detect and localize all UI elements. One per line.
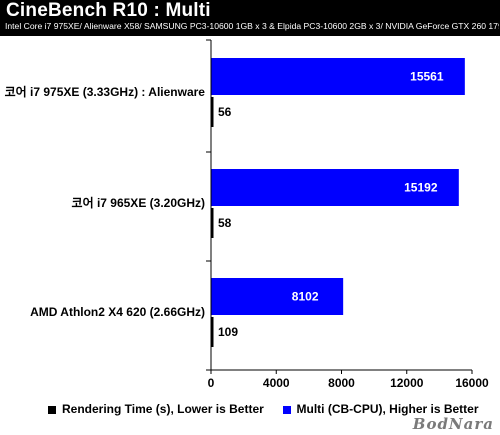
- legend-item-rendering: Rendering Time (s), Lower is Better: [48, 402, 264, 416]
- legend-label-rendering: Rendering Time (s), Lower is Better: [62, 401, 264, 416]
- chart-title: CineBench R10 : Multi: [6, 0, 211, 21]
- multi-bar: [211, 58, 465, 95]
- watermark-logo: BodNara: [412, 415, 494, 433]
- rendering-value-label: 56: [218, 105, 232, 119]
- multi-value-label: 15561: [410, 70, 444, 84]
- multi-value-label: 8102: [292, 290, 319, 304]
- rendering-bar: [211, 97, 214, 127]
- rendering-value-label: 58: [218, 216, 232, 230]
- chart-header: CineBench R10 : Multi Intel Core i7 975X…: [0, 0, 500, 36]
- category-label: 코어 i7 965XE (3.20GHz): [72, 195, 205, 210]
- rendering-bar: [211, 208, 214, 238]
- rendering-bar: [211, 317, 214, 347]
- chart-subtitle: Intel Core i7 975XE/ Alienware X58/ SAMS…: [5, 21, 499, 31]
- category-label: AMD Athlon2 X4 620 (2.66GHz): [30, 305, 205, 319]
- x-tick-label: 0: [208, 376, 215, 390]
- legend-swatch-rendering: [48, 405, 56, 414]
- legend-item-multi: Multi (CB-CPU), Higher is Better: [282, 401, 479, 416]
- category-label: 코어 i7 975XE (3.33GHz) : Alienware: [5, 84, 206, 99]
- rendering-value-label: 109: [218, 325, 238, 339]
- multi-bar: [211, 278, 344, 315]
- x-tick-label: 12000: [390, 376, 424, 390]
- multi-value-label: 15192: [404, 181, 438, 195]
- legend-label-multi: Multi (CB-CPU), Higher is Better: [296, 401, 479, 416]
- x-tick-label: 16000: [455, 376, 489, 390]
- multi-bar: [211, 169, 459, 206]
- x-tick-label: 4000: [263, 376, 290, 390]
- x-tick-label: 8000: [328, 376, 355, 390]
- bar-chart: 15561 56 코어 i7 975XE (3.33GHz) : Alienware…: [5, 39, 489, 390]
- legend-swatch-multi: [282, 405, 291, 414]
- chart-legend: Rendering Time (s), Lower is Better Mult…: [48, 401, 479, 416]
